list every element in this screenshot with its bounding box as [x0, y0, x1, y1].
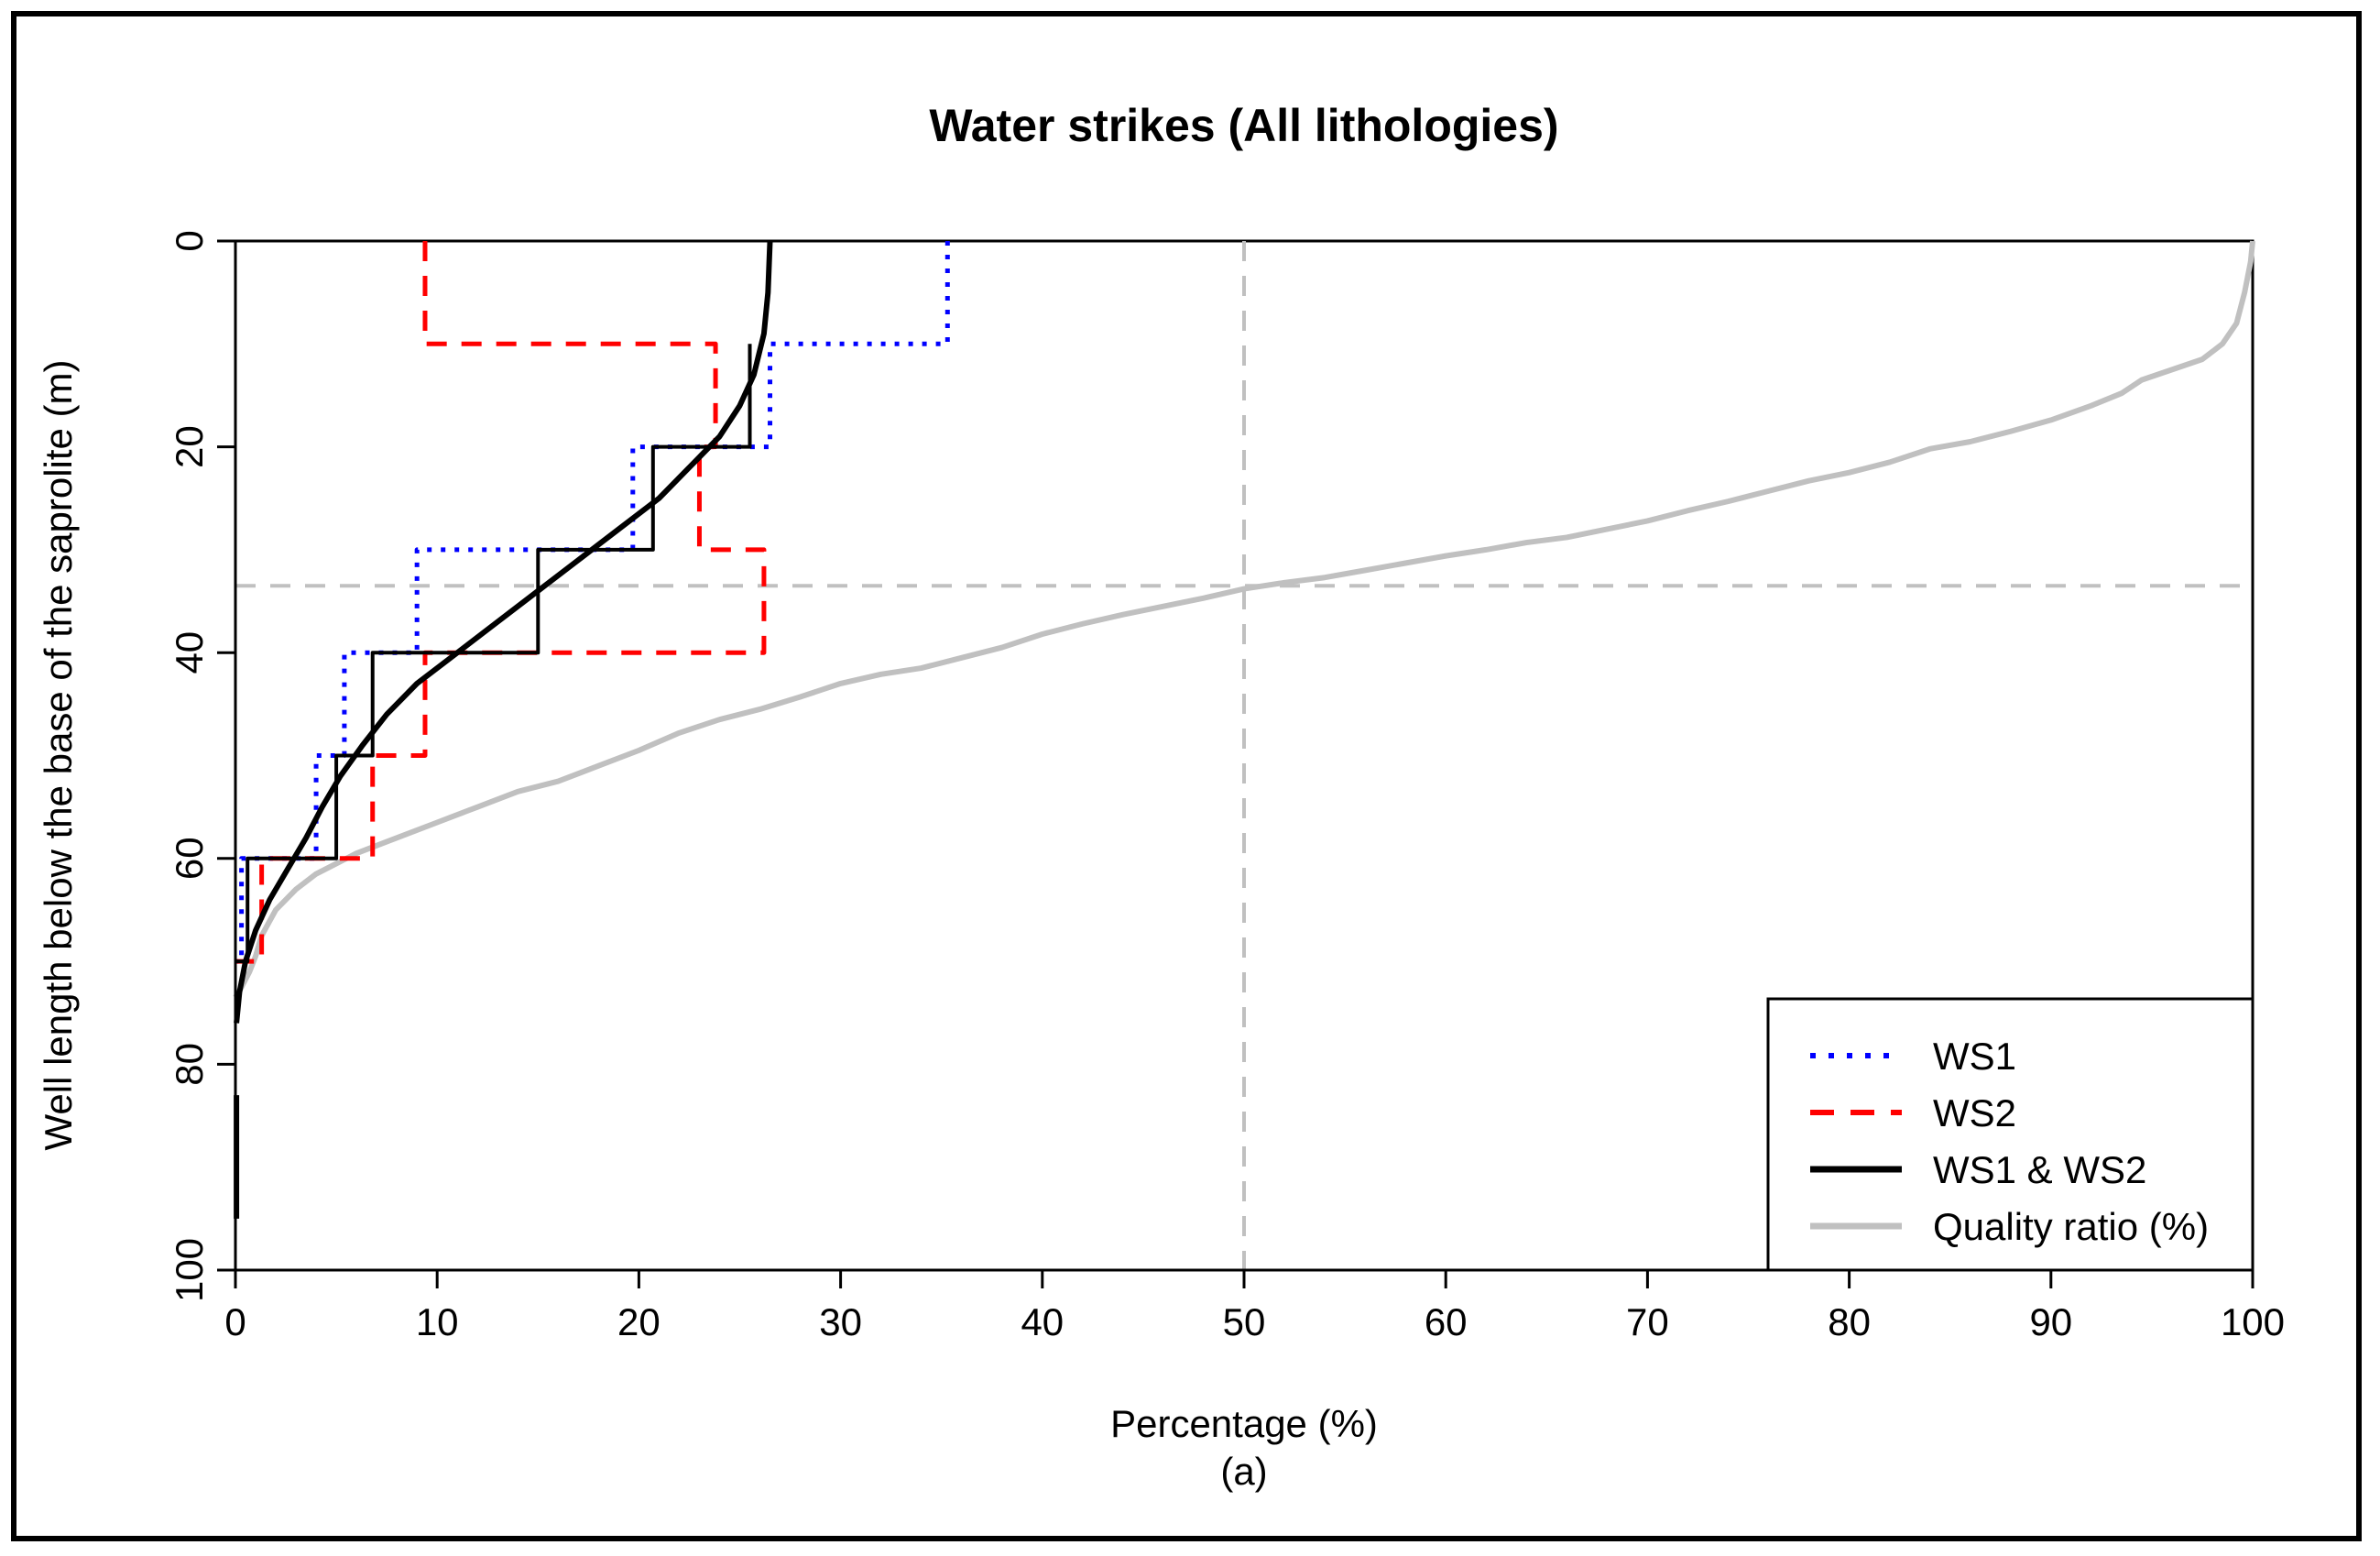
chart-title: Water strikes (All lithologies) [929, 100, 1558, 151]
series-ws2 [235, 241, 767, 964]
y-tick-label: 80 [168, 1043, 211, 1086]
x-tick-label: 0 [224, 1300, 246, 1343]
x-tick-label: 10 [416, 1300, 459, 1343]
figure-sublabel: (a) [1220, 1450, 1267, 1493]
y-tick-label: 0 [168, 230, 211, 251]
reference-lines [235, 241, 2253, 1270]
y-axis: 0 20 40 60 80 100 [168, 230, 237, 1302]
legend-label-quality: Quality ratio (%) [1933, 1205, 2209, 1248]
series-ws1-ws2-fitted [234, 240, 773, 1024]
x-tick-label: 80 [1828, 1300, 1871, 1343]
x-tick-label: 100 [2221, 1300, 2285, 1343]
y-tick-label: 60 [168, 837, 211, 880]
x-axis-label: Percentage (%) [1110, 1402, 1378, 1445]
legend-label-ws1: WS1 [1933, 1035, 2016, 1078]
x-axis: 0 10 20 30 40 50 60 70 80 90 100 [224, 1268, 2285, 1343]
x-tick-label: 70 [1626, 1300, 1669, 1343]
y-tick-label: 100 [168, 1238, 211, 1302]
series-layer [233, 240, 2255, 1219]
x-tick-label: 40 [1021, 1300, 1064, 1343]
legend-label-ws2: WS2 [1933, 1091, 2016, 1134]
x-tick-label: 90 [2029, 1300, 2072, 1343]
x-tick-label: 30 [819, 1300, 862, 1343]
series-ws1-ws2 [235, 344, 752, 964]
y-tick-label: 40 [168, 631, 211, 674]
legend-label-ws12: WS1 & WS2 [1933, 1148, 2146, 1191]
chart-canvas: Water strikes (All lithologies) 0 10 20 30 4… [37, 100, 2285, 1493]
x-tick-label: 50 [1223, 1300, 1266, 1343]
x-tick-label: 60 [1425, 1300, 1468, 1343]
y-axis-label: Well length below the base of the saprol… [37, 359, 80, 1150]
y-tick-label: 20 [168, 425, 211, 468]
x-tick-label: 20 [617, 1300, 661, 1343]
figure-frame: Water strikes (All lithologies) 0 10 20 30 4… [11, 11, 2362, 1541]
series-quality-ratio [233, 240, 2255, 999]
series-ws1 [235, 241, 950, 964]
legend: WS1 WS2 WS1 & WS2 Quality ratio (%) [1766, 997, 2254, 1272]
